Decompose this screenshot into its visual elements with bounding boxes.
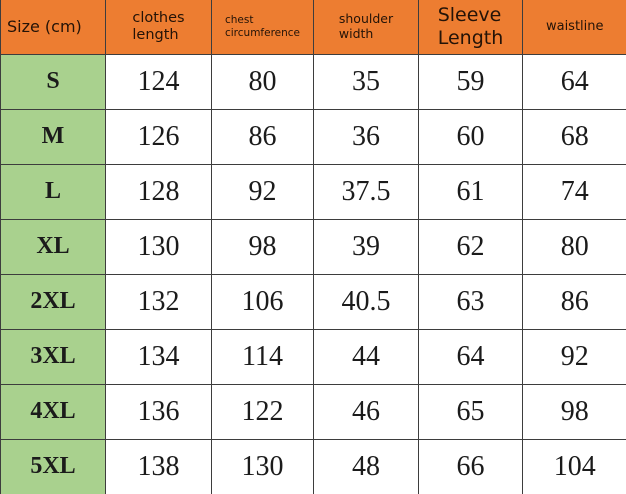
- sleeve-length-value: 66: [418, 438, 523, 494]
- chest-circumference-value: 98: [211, 218, 314, 275]
- header-line: Sleeve: [437, 4, 502, 27]
- shoulder-width-value: 48: [313, 438, 419, 494]
- column-header-chest-circumference: chest circumference: [211, 0, 314, 55]
- table-row-4xl: 4XL 136 122 46 65 98: [0, 383, 626, 440]
- size-label: 4XL: [0, 383, 106, 440]
- header-line: shoulder: [338, 11, 394, 26]
- clothes-length-value: 124: [105, 53, 212, 110]
- table-row-5xl: 5XL 138 130 48 66 104: [0, 438, 626, 494]
- header-line: width: [338, 25, 374, 41]
- header-line: circumference: [224, 26, 301, 39]
- sleeve-length-value: 61: [418, 163, 523, 220]
- shoulder-width-value: 37.5: [313, 163, 419, 220]
- header-row: Size (cm) clothes length chest circumfer…: [0, 0, 626, 55]
- column-header-size: Size (cm): [0, 0, 106, 55]
- table-row-xl: XL 130 98 39 62 80: [0, 218, 626, 275]
- waistline-value: 98: [522, 383, 626, 440]
- sleeve-length-value: 64: [418, 328, 523, 385]
- chest-circumference-value: 80: [211, 53, 314, 110]
- waistline-value: 80: [522, 218, 626, 275]
- waistline-value: 104: [522, 438, 626, 494]
- chest-circumference-value: 114: [211, 328, 314, 385]
- waistline-value: 68: [522, 108, 626, 165]
- header-label: Sleeve Length: [438, 4, 504, 49]
- waistline-value: 86: [522, 273, 626, 330]
- chest-circumference-value: 92: [211, 163, 314, 220]
- shoulder-width-value: 46: [313, 383, 419, 440]
- clothes-length-value: 134: [105, 328, 212, 385]
- table-row-s: S 124 80 35 59 64: [0, 53, 626, 110]
- waistline-value: 74: [522, 163, 626, 220]
- size-label: S: [0, 53, 106, 110]
- header-line: Length: [437, 26, 504, 49]
- header-line: clothes: [132, 9, 185, 26]
- sleeve-length-value: 60: [418, 108, 523, 165]
- column-header-sleeve-length: Sleeve Length: [418, 0, 523, 55]
- sleeve-length-value: 62: [418, 218, 523, 275]
- header-line: length: [132, 26, 179, 43]
- table-header: Size (cm) clothes length chest circumfer…: [0, 0, 626, 55]
- column-header-waistline: waistline: [522, 0, 626, 55]
- waistline-value: 92: [522, 328, 626, 385]
- header-label: shoulder width: [338, 11, 394, 42]
- chest-circumference-value: 122: [211, 383, 314, 440]
- size-label: L: [0, 163, 106, 220]
- header-label: waistline: [546, 19, 604, 34]
- table-row-2xl: 2XL 132 106 40.5 63 86: [0, 273, 626, 330]
- size-label: 2XL: [0, 273, 106, 330]
- sleeve-length-value: 65: [418, 383, 523, 440]
- waistline-value: 64: [522, 53, 626, 110]
- header-label: clothes length: [132, 10, 184, 44]
- size-label: M: [0, 108, 106, 165]
- header-line: chest: [224, 14, 254, 27]
- table-row-m: M 126 86 36 60 68: [0, 108, 626, 165]
- clothes-length-value: 128: [105, 163, 212, 220]
- column-header-shoulder-width: shoulder width: [313, 0, 419, 55]
- table-row-3xl: 3XL 134 114 44 64 92: [0, 328, 626, 385]
- table-row-l: L 128 92 37.5 61 74: [0, 163, 626, 220]
- shoulder-width-value: 35: [313, 53, 419, 110]
- clothes-length-value: 132: [105, 273, 212, 330]
- chest-circumference-value: 106: [211, 273, 314, 330]
- header-label: chest circumference: [225, 14, 300, 39]
- chest-circumference-value: 130: [211, 438, 314, 494]
- sleeve-length-value: 59: [418, 53, 523, 110]
- clothes-length-value: 136: [105, 383, 212, 440]
- clothes-length-value: 126: [105, 108, 212, 165]
- table-body: S 124 80 35 59 64 M 126 86 36 60 68 L 12…: [0, 53, 626, 494]
- size-label: XL: [0, 218, 106, 275]
- shoulder-width-value: 39: [313, 218, 419, 275]
- shoulder-width-value: 44: [313, 328, 419, 385]
- chest-circumference-value: 86: [211, 108, 314, 165]
- clothes-length-value: 130: [105, 218, 212, 275]
- header-line: waistline: [545, 19, 604, 35]
- shoulder-width-value: 40.5: [313, 273, 419, 330]
- shoulder-width-value: 36: [313, 108, 419, 165]
- sleeve-length-value: 63: [418, 273, 523, 330]
- clothes-length-value: 138: [105, 438, 212, 494]
- column-header-clothes-length: clothes length: [105, 0, 212, 55]
- size-label: 3XL: [0, 328, 106, 385]
- size-label: 5XL: [0, 438, 106, 494]
